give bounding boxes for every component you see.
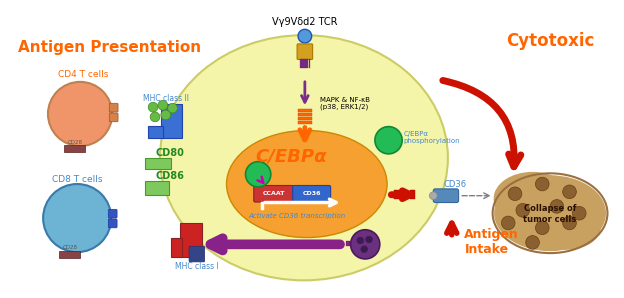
Bar — [298, 113, 311, 116]
Bar — [302, 60, 304, 68]
Circle shape — [366, 236, 373, 243]
Circle shape — [168, 103, 177, 113]
Text: C/EBPα: C/EBPα — [255, 148, 327, 166]
Ellipse shape — [160, 35, 448, 280]
Circle shape — [526, 236, 539, 249]
Bar — [346, 241, 349, 246]
Circle shape — [48, 82, 112, 146]
Circle shape — [429, 192, 437, 200]
Circle shape — [361, 246, 368, 253]
Text: CD28: CD28 — [68, 140, 83, 145]
Bar — [305, 60, 306, 68]
Text: Activate CD36 transcription: Activate CD36 transcription — [248, 213, 346, 219]
Bar — [298, 117, 311, 120]
Bar — [394, 190, 399, 199]
Text: CD36: CD36 — [443, 179, 466, 189]
Circle shape — [375, 127, 402, 154]
Text: CD80: CD80 — [155, 148, 184, 158]
Circle shape — [516, 204, 530, 217]
Text: Cytotoxic: Cytotoxic — [506, 32, 594, 50]
Bar — [298, 121, 311, 124]
Bar — [64, 145, 85, 152]
Circle shape — [245, 162, 271, 187]
Circle shape — [161, 110, 170, 120]
Text: Collapse of
tumor cells: Collapse of tumor cells — [524, 204, 577, 224]
Text: CD8 T cells: CD8 T cells — [52, 175, 102, 184]
Bar — [306, 60, 308, 68]
Circle shape — [149, 102, 158, 112]
Bar — [161, 104, 182, 138]
Circle shape — [502, 216, 515, 230]
Text: CD86: CD86 — [155, 171, 184, 181]
Circle shape — [535, 221, 549, 235]
Ellipse shape — [227, 131, 387, 238]
Circle shape — [535, 177, 549, 191]
Text: CD36: CD36 — [303, 191, 321, 196]
Bar — [298, 109, 311, 112]
Bar — [353, 241, 356, 246]
Text: MAPK & NF-κB
(p38, ERK1/2): MAPK & NF-κB (p38, ERK1/2) — [321, 97, 371, 110]
Circle shape — [563, 216, 577, 230]
Circle shape — [550, 200, 563, 213]
Bar — [145, 158, 170, 170]
Text: CD28: CD28 — [63, 245, 78, 250]
Bar — [410, 190, 415, 199]
Text: C/EBPα
phosphorylation: C/EBPα phosphorylation — [403, 131, 460, 144]
Text: CD4 T cells: CD4 T cells — [58, 69, 108, 79]
Ellipse shape — [532, 206, 601, 250]
FancyArrowPatch shape — [443, 80, 521, 167]
Circle shape — [508, 187, 522, 201]
Bar — [300, 60, 302, 68]
Bar — [308, 60, 310, 68]
FancyBboxPatch shape — [297, 44, 313, 60]
Text: MHC class I: MHC class I — [175, 262, 219, 271]
Circle shape — [572, 207, 586, 220]
Bar — [359, 241, 363, 246]
Bar — [59, 251, 80, 258]
FancyBboxPatch shape — [109, 103, 118, 112]
FancyBboxPatch shape — [254, 185, 294, 202]
Ellipse shape — [494, 172, 572, 225]
Bar — [149, 126, 163, 138]
Text: Antigen
Intake: Antigen Intake — [464, 228, 519, 256]
Text: Antigen Presentation: Antigen Presentation — [17, 40, 201, 55]
Circle shape — [298, 29, 311, 43]
FancyBboxPatch shape — [433, 189, 459, 203]
Text: Vγ9Vδd2 TCR: Vγ9Vδd2 TCR — [272, 16, 338, 27]
Circle shape — [563, 185, 577, 199]
Text: MHC class II: MHC class II — [143, 94, 188, 103]
Bar — [145, 181, 168, 195]
Circle shape — [357, 237, 364, 244]
Circle shape — [43, 184, 111, 252]
FancyBboxPatch shape — [109, 209, 117, 218]
Bar — [180, 223, 202, 257]
Text: CCAAT: CCAAT — [263, 191, 285, 196]
FancyBboxPatch shape — [109, 113, 118, 122]
FancyBboxPatch shape — [189, 246, 205, 262]
Circle shape — [158, 100, 168, 110]
Bar — [402, 190, 407, 199]
FancyBboxPatch shape — [109, 219, 117, 228]
Circle shape — [351, 230, 380, 259]
FancyBboxPatch shape — [293, 185, 331, 202]
Circle shape — [150, 112, 160, 122]
Bar — [170, 238, 182, 257]
Ellipse shape — [494, 175, 606, 251]
